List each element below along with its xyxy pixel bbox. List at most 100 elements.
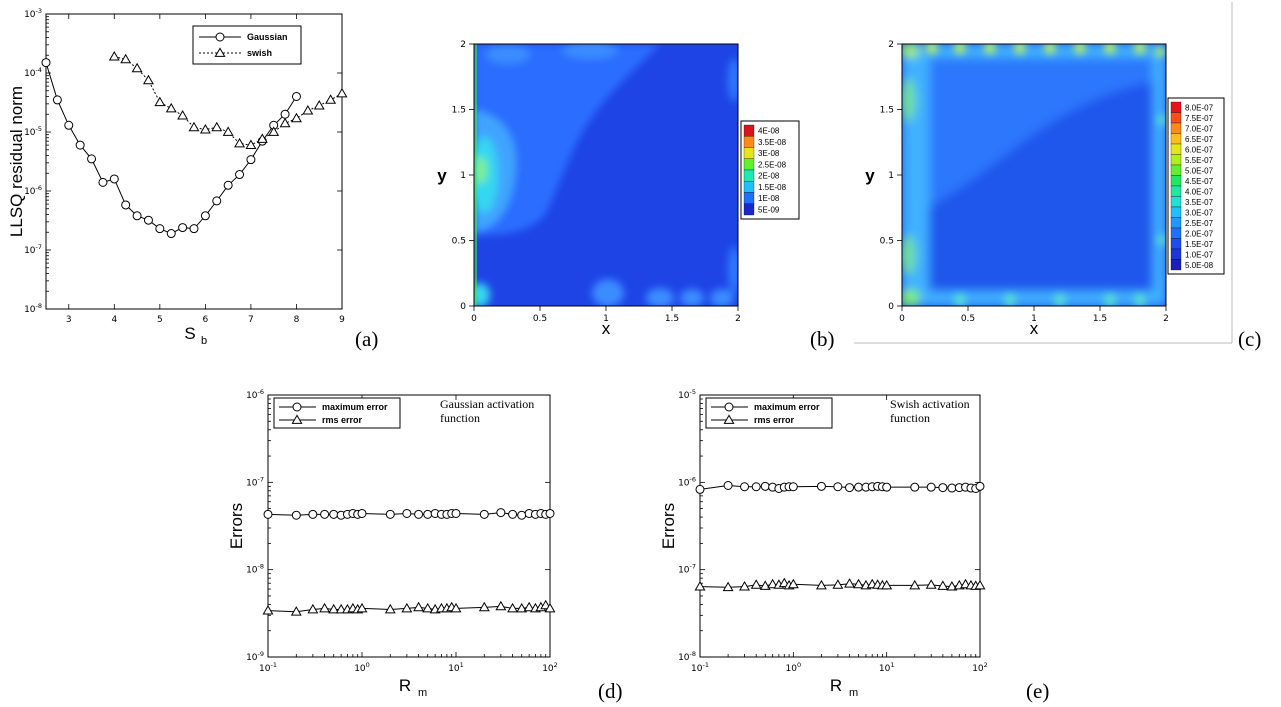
x-tick-label: 1.5 xyxy=(665,314,679,324)
data-point-maximum-error xyxy=(291,510,301,520)
tick-label: 10-7 xyxy=(24,243,42,256)
panel-c-contour-field xyxy=(902,44,1166,306)
colorbar-swatch xyxy=(1170,101,1182,113)
x-axis-label: x xyxy=(602,319,611,338)
data-point-maximum-error xyxy=(816,481,826,491)
colorbar-swatch xyxy=(1170,206,1182,218)
data-point-swish xyxy=(336,87,348,98)
data-point-maximum-error xyxy=(947,483,957,493)
data-point-maximum-error xyxy=(414,509,424,519)
colorbar-swatch xyxy=(743,136,755,148)
y-axis-label: y xyxy=(865,166,875,185)
x-tick-label: 4 xyxy=(111,315,117,325)
x-tick-label: 7 xyxy=(248,315,254,325)
x-tick-label: 6 xyxy=(203,315,209,325)
data-point-maximum-error xyxy=(910,482,920,492)
data-point-Gaussian xyxy=(223,180,233,190)
y-axis-label: Errors xyxy=(227,503,246,549)
colorbar-label: 5.0E-08 xyxy=(1185,261,1214,270)
legend-label: swish xyxy=(247,48,272,58)
panel-e-annotation-line1: Swish activation xyxy=(890,397,970,411)
y-tick-label: 0.5 xyxy=(880,237,894,247)
x-tick-label: 1 xyxy=(1031,314,1037,324)
data-point-Gaussian xyxy=(52,95,62,105)
data-point-rms-error xyxy=(815,579,827,590)
data-point-rms-error xyxy=(495,600,507,611)
data-point-maximum-error xyxy=(308,509,318,519)
data-point-rms-error xyxy=(925,579,937,589)
data-point-rms-error xyxy=(478,601,490,612)
data-point-maximum-error xyxy=(938,483,948,493)
contour-top-spot xyxy=(1104,44,1116,54)
data-point-swish xyxy=(222,126,234,136)
colorbar-label: 8.0E-07 xyxy=(1185,103,1214,112)
y-tick-label: 2 xyxy=(460,40,466,50)
colorbar-swatch xyxy=(1170,133,1182,145)
colorbar-swatch xyxy=(743,124,755,137)
contour-region-left-green xyxy=(475,156,487,184)
data-point-rms-error xyxy=(523,601,535,612)
colorbar-label: 7.5E-07 xyxy=(1185,114,1214,123)
legend-label: maximum error xyxy=(754,402,820,412)
y-axis-label: y xyxy=(437,166,447,185)
x-tick-label: 1.5 xyxy=(1093,314,1107,324)
x-tick-label: 2 xyxy=(1163,314,1169,324)
colorbar-swatch xyxy=(743,181,755,193)
panel-e-label: (e) xyxy=(1026,679,1049,703)
contour-hotspot-corner xyxy=(902,289,920,306)
legend-label: rms error xyxy=(322,415,363,425)
data-point-Gaussian xyxy=(166,229,176,239)
contour-region-bottom-blob xyxy=(710,289,734,306)
data-point-rms-error xyxy=(694,580,706,591)
contour-top-spot xyxy=(954,44,966,54)
panel-d-annotation-line1: Gaussian activation xyxy=(440,397,534,411)
panel-c-label: (c) xyxy=(1238,327,1261,351)
data-point-maximum-error xyxy=(423,509,433,519)
data-point-Gaussian xyxy=(155,224,165,234)
colorbar-swatch xyxy=(743,158,755,171)
tick-label: 10-8 xyxy=(678,650,696,663)
data-point-rms-error xyxy=(319,602,331,613)
contour-hotspot-left xyxy=(902,235,916,275)
legend-marker xyxy=(292,402,302,412)
colorbar-label: 1.5E-07 xyxy=(1185,240,1214,249)
y-tick-label: 1 xyxy=(888,171,894,181)
data-point-maximum-error xyxy=(723,480,733,490)
data-point-rms-error xyxy=(722,581,734,592)
data-point-Gaussian xyxy=(98,177,108,187)
x-axis-label: R xyxy=(399,676,411,695)
x-tick-label: 0.5 xyxy=(533,314,547,324)
colorbar-swatch xyxy=(1170,238,1182,250)
data-point-rms-error xyxy=(507,602,519,613)
data-point-rms-error xyxy=(946,580,958,591)
contour-top-spot xyxy=(1134,44,1146,54)
contour-region-top-band xyxy=(902,44,1166,58)
data-point-Gaussian xyxy=(121,200,131,210)
tick-label: 101 xyxy=(879,661,895,674)
panel-a-residual-chart: 3 4 5 6 7 8 9 10-8 10-7 10-6 10-5 10-4 10-3 S b LLSQ re… xyxy=(7,7,348,347)
colorbar-label: 1.0E-07 xyxy=(1185,250,1214,259)
data-point-rms-error xyxy=(356,602,368,613)
data-point-maximum-error xyxy=(451,508,461,518)
colorbar-swatch xyxy=(1170,185,1182,197)
tick-label: 10-1 xyxy=(691,661,709,674)
data-point-swish xyxy=(245,139,257,149)
data-point-Gaussian xyxy=(132,211,142,221)
colorbar-label: 3E-08 xyxy=(758,149,780,158)
colorbar-label: 2E-08 xyxy=(758,172,780,181)
tick-label: 10-5 xyxy=(24,125,42,138)
plot-frame xyxy=(267,394,551,658)
contour-region-top-blob xyxy=(562,44,618,59)
contour-bottom-spot xyxy=(1104,294,1116,306)
x-tick-label: 0.5 xyxy=(961,314,975,324)
legend-box xyxy=(192,25,302,65)
tick-label: 102 xyxy=(542,661,558,674)
data-point-maximum-error xyxy=(760,481,770,491)
colorbar-label: 6.0E-07 xyxy=(1185,145,1214,154)
data-point-maximum-error xyxy=(833,482,843,492)
contour-region-right-edge xyxy=(728,246,738,294)
data-point-rms-error xyxy=(844,578,855,588)
x-axis-label: R xyxy=(830,676,842,695)
data-point-maximum-error xyxy=(385,509,395,519)
colorbar-label: 7.0E-07 xyxy=(1185,124,1214,133)
